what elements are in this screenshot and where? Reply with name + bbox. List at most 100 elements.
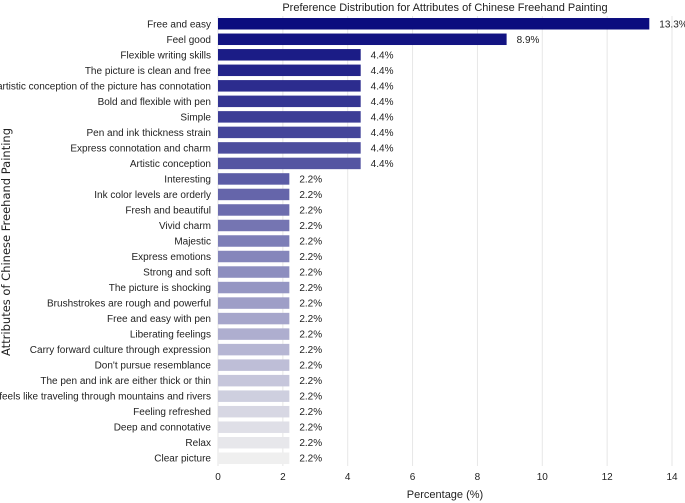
category-label: Ink color levels are orderly	[94, 190, 211, 201]
x-tick-label: 14	[666, 472, 678, 483]
x-tick-label: 0	[215, 472, 221, 483]
category-label: Express connotation and charm	[70, 143, 211, 154]
category-label: Fresh and beautiful	[125, 205, 211, 216]
value-label: 2.2%	[299, 361, 322, 372]
bar	[218, 142, 361, 154]
category-label: Majestic	[174, 237, 211, 248]
value-label: 2.2%	[299, 283, 322, 294]
value-label: 4.4%	[371, 128, 394, 139]
y-axis-title: Attributes of Chinese Freehand Painting	[0, 128, 13, 356]
value-label: 4.4%	[371, 66, 394, 77]
category-label: Artistic conception	[130, 159, 211, 170]
category-label: It feels like traveling through mountain…	[0, 392, 211, 403]
x-tick-label: 12	[602, 472, 614, 483]
category-label: The pen and ink are either thick or thin	[40, 376, 211, 387]
bar	[218, 328, 290, 340]
category-label: Pen and ink thickness strain	[86, 128, 211, 139]
bar	[218, 80, 361, 92]
category-label: Feeling refreshed	[133, 407, 211, 418]
x-tick-label: 10	[537, 472, 549, 483]
value-label: 2.2%	[299, 205, 322, 216]
x-tick-label: 2	[280, 472, 286, 483]
value-label: 4.4%	[371, 97, 394, 108]
category-label: Free and easy	[147, 19, 211, 30]
value-label: 2.2%	[299, 299, 322, 310]
bar	[218, 173, 290, 185]
category-label: Bold and flexible with pen	[98, 97, 211, 108]
bar	[218, 359, 290, 371]
category-label: The artistic conception of the picture h…	[0, 81, 211, 92]
category-label: Interesting	[164, 174, 211, 185]
bar	[218, 235, 290, 247]
value-label: 13.3%	[659, 19, 685, 30]
bar	[218, 266, 290, 278]
value-label: 2.2%	[299, 345, 322, 356]
value-label: 2.2%	[299, 314, 322, 325]
x-tick-labels: 0 2 4 6 8 10 12 14	[215, 472, 678, 483]
bar	[218, 421, 290, 433]
bar	[218, 204, 290, 216]
bar	[218, 49, 361, 61]
bar	[218, 219, 290, 232]
chart-title: Preference Distribution for Attributes o…	[282, 2, 607, 14]
category-label: Flexible writing skills	[120, 50, 211, 61]
bar	[218, 297, 290, 309]
bar	[218, 312, 290, 325]
category-label: Clear picture	[154, 454, 211, 465]
value-label: 2.2%	[299, 407, 322, 418]
value-label: 2.2%	[299, 252, 322, 263]
bar	[218, 390, 290, 402]
value-label: 4.4%	[371, 81, 394, 92]
value-label: 2.2%	[299, 438, 322, 449]
x-tick-label: 8	[475, 472, 481, 483]
value-label: 2.2%	[299, 268, 322, 279]
bar	[218, 405, 290, 418]
bar	[218, 126, 361, 139]
value-label: 2.2%	[299, 392, 322, 403]
value-label: 2.2%	[299, 376, 322, 387]
bar	[218, 281, 290, 294]
category-label: The picture is clean and free	[85, 66, 212, 77]
category-label: Liberating feelings	[130, 330, 211, 341]
x-tick-label: 4	[345, 472, 351, 483]
category-labels: Free and easy Feel good Flexible writing s…	[0, 19, 211, 464]
bar	[218, 95, 361, 108]
bar	[218, 452, 290, 464]
value-label: 2.2%	[299, 174, 322, 185]
bars	[218, 18, 650, 464]
bar	[218, 64, 361, 77]
value-label: 4.4%	[371, 143, 394, 154]
x-axis-title: Percentage (%)	[407, 489, 483, 501]
value-label: 4.4%	[371, 159, 394, 170]
value-label: 8.9%	[517, 35, 540, 46]
category-label: Brushstrokes are rough and powerful	[47, 299, 211, 310]
value-label: 2.2%	[299, 221, 322, 232]
bar	[218, 33, 507, 46]
category-label: Simple	[180, 112, 211, 123]
category-label: Deep and connotative	[114, 423, 212, 434]
bar	[218, 111, 361, 123]
category-label: Don't pursue resemblance	[95, 361, 212, 372]
category-label: Relax	[185, 438, 211, 449]
category-label: Strong and soft	[143, 268, 211, 279]
category-label: Vivid charm	[159, 221, 211, 232]
value-label: 4.4%	[371, 112, 394, 123]
category-label: The picture is shocking	[109, 283, 211, 294]
bar	[218, 343, 290, 356]
bar	[218, 250, 290, 263]
bar	[218, 374, 290, 387]
category-label: Free and easy with pen	[107, 314, 211, 325]
value-label: 2.2%	[299, 237, 322, 248]
value-label: 2.2%	[299, 330, 322, 341]
bar	[218, 436, 290, 449]
value-label: 2.2%	[299, 423, 322, 434]
value-label: 2.2%	[299, 190, 322, 201]
value-label: 2.2%	[299, 454, 322, 465]
x-tick-label: 6	[410, 472, 416, 483]
category-label: Express emotions	[132, 252, 211, 263]
category-label: Carry forward culture through expression	[30, 345, 211, 356]
category-label: Feel good	[167, 35, 211, 46]
bar	[218, 157, 361, 170]
bar	[218, 18, 650, 30]
